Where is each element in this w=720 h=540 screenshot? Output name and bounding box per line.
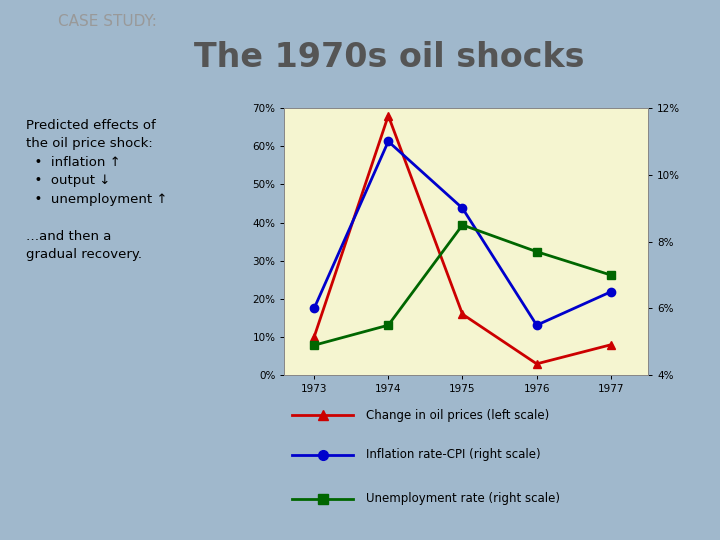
Inflation rate-CPI (right scale) (458, 205, 467, 212)
Inflation rate-CPI (right scale) (532, 322, 541, 328)
Line: Inflation rate-CPI (right scale): Inflation rate-CPI (right scale) (310, 137, 615, 329)
Text: The 1970s oil shocks: The 1970s oil shocks (194, 42, 585, 75)
Inflation rate-CPI (right scale) (606, 288, 615, 295)
Text: Unemployment rate (right scale): Unemployment rate (right scale) (366, 492, 559, 505)
Line: Change in oil prices (left scale): Change in oil prices (left scale) (310, 111, 615, 368)
Text: Change in oil prices (left scale): Change in oil prices (left scale) (366, 409, 549, 422)
Unemployment rate (right scale) (458, 222, 467, 228)
Text: Predicted effects of
the oil price shock:
  •  inflation ↑
  •  output ↓
  •  un: Predicted effects of the oil price shock… (26, 119, 168, 261)
Line: Unemployment rate (right scale): Unemployment rate (right scale) (310, 221, 615, 349)
Unemployment rate (right scale) (606, 272, 615, 278)
Text: Inflation rate-CPI (right scale): Inflation rate-CPI (right scale) (366, 448, 541, 461)
Change in oil prices (left scale) (532, 361, 541, 367)
Unemployment rate (right scale) (310, 342, 318, 348)
Change in oil prices (left scale) (606, 341, 615, 348)
Inflation rate-CPI (right scale) (384, 138, 392, 145)
Change in oil prices (left scale) (384, 112, 392, 119)
Change in oil prices (left scale) (458, 311, 467, 318)
Inflation rate-CPI (right scale) (310, 305, 318, 312)
Change in oil prices (left scale) (310, 334, 318, 340)
Unemployment rate (right scale) (532, 248, 541, 255)
Unemployment rate (right scale) (384, 322, 392, 328)
Text: CASE STUDY:: CASE STUDY: (58, 14, 156, 29)
